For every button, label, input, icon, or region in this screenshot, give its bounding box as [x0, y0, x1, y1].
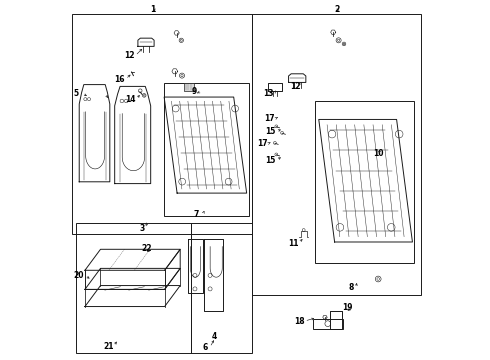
Bar — [72, 14, 252, 234]
Bar — [330, 311, 342, 329]
Bar — [315, 101, 414, 263]
Text: 21: 21 — [103, 342, 114, 351]
Text: 19: 19 — [343, 303, 353, 312]
Text: 9: 9 — [191, 87, 196, 96]
Text: 15: 15 — [265, 127, 275, 136]
Text: 17: 17 — [257, 139, 268, 148]
Text: 12: 12 — [290, 82, 301, 91]
Text: 3: 3 — [140, 224, 145, 233]
Text: 4: 4 — [212, 332, 217, 341]
Text: 17: 17 — [264, 114, 275, 123]
Text: 10: 10 — [373, 149, 384, 158]
Bar — [313, 319, 343, 329]
Bar — [191, 223, 252, 353]
Text: 22: 22 — [142, 244, 152, 253]
Text: 2: 2 — [334, 4, 340, 13]
Text: 12: 12 — [124, 51, 134, 60]
Text: 1: 1 — [150, 4, 156, 13]
Text: 20: 20 — [74, 271, 84, 280]
Text: 8: 8 — [348, 284, 354, 292]
Text: 18: 18 — [294, 317, 305, 325]
Text: 11: 11 — [288, 238, 298, 248]
Text: 16: 16 — [115, 75, 125, 84]
Bar — [76, 223, 191, 353]
Text: 7: 7 — [194, 210, 199, 219]
Text: 15: 15 — [265, 156, 275, 165]
Text: 14: 14 — [125, 94, 136, 104]
Text: 13: 13 — [263, 89, 273, 98]
Bar — [184, 83, 194, 91]
Text: 5: 5 — [74, 89, 79, 98]
Text: 6: 6 — [202, 343, 207, 352]
Bar — [252, 14, 421, 295]
Bar — [164, 83, 248, 216]
